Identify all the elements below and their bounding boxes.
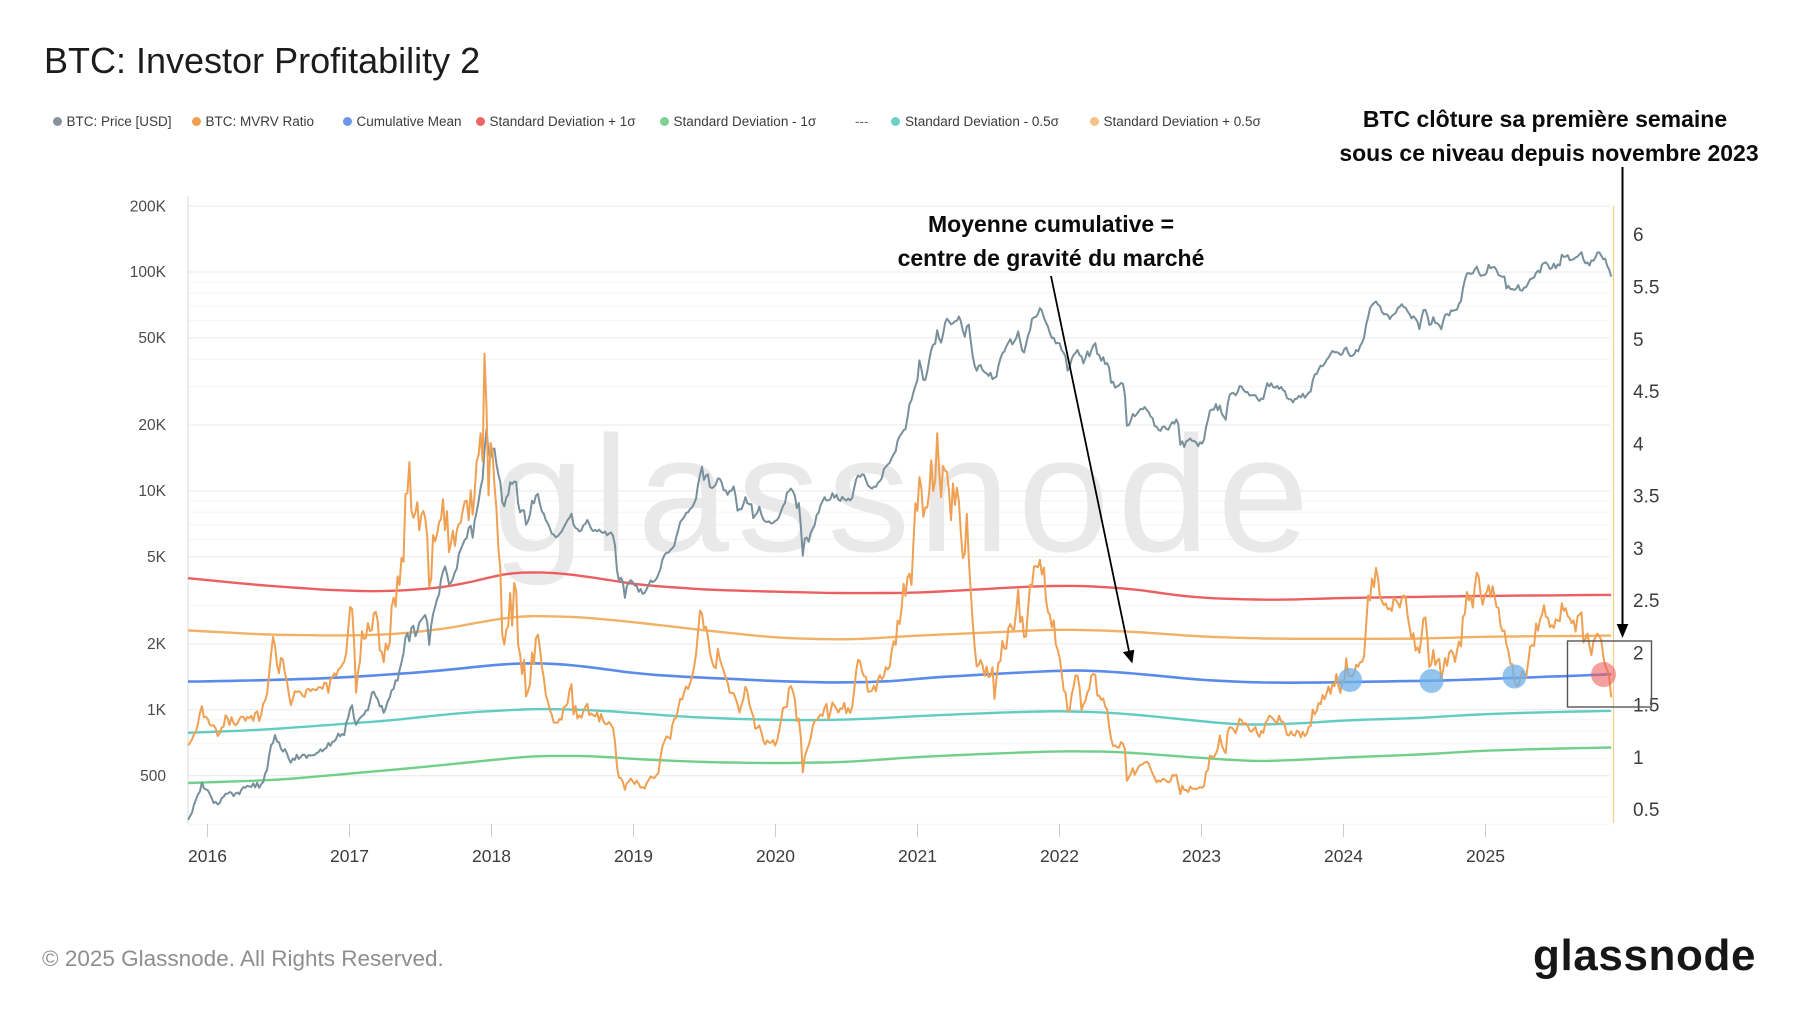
svg-text:2021: 2021 xyxy=(898,846,937,866)
svg-text:200K: 200K xyxy=(130,198,167,215)
svg-text:5.5: 5.5 xyxy=(1633,278,1659,299)
svg-text:Moyenne cumulative =: Moyenne cumulative = xyxy=(928,211,1174,237)
svg-text:5K: 5K xyxy=(147,549,167,566)
svg-text:2020: 2020 xyxy=(756,846,795,866)
svg-text:100K: 100K xyxy=(130,264,167,281)
svg-text:2018: 2018 xyxy=(472,846,511,866)
svg-text:1K: 1K xyxy=(147,702,167,719)
svg-text:3.5: 3.5 xyxy=(1633,487,1659,508)
svg-text:500: 500 xyxy=(140,768,166,785)
svg-text:2: 2 xyxy=(1633,643,1644,664)
svg-text:2024: 2024 xyxy=(1324,846,1363,866)
svg-text:3: 3 xyxy=(1633,539,1644,560)
svg-text:sous ce niveau depuis novembre: sous ce niveau depuis novembre 2023 xyxy=(1339,140,1758,166)
svg-text:6: 6 xyxy=(1633,225,1644,246)
svg-text:2025: 2025 xyxy=(1466,846,1505,866)
svg-text:2.5: 2.5 xyxy=(1633,591,1659,612)
svg-text:centre de gravité du marché: centre de gravité du marché xyxy=(898,245,1205,271)
svg-text:20K: 20K xyxy=(138,417,166,434)
svg-text:4.5: 4.5 xyxy=(1633,382,1659,403)
svg-text:0.5: 0.5 xyxy=(1633,800,1659,821)
svg-text:2023: 2023 xyxy=(1182,846,1221,866)
svg-text:10K: 10K xyxy=(138,483,166,500)
svg-text:2017: 2017 xyxy=(330,846,369,866)
svg-text:2019: 2019 xyxy=(614,846,653,866)
svg-text:2022: 2022 xyxy=(1040,846,1079,866)
svg-text:2K: 2K xyxy=(147,636,167,653)
svg-text:1: 1 xyxy=(1633,748,1644,769)
svg-text:4: 4 xyxy=(1633,434,1644,455)
svg-text:50K: 50K xyxy=(138,330,166,347)
svg-text:5: 5 xyxy=(1633,330,1644,351)
svg-text:2016: 2016 xyxy=(188,846,227,866)
svg-text:BTC clôture sa première semain: BTC clôture sa première semaine xyxy=(1363,106,1727,132)
svg-text:1.5: 1.5 xyxy=(1633,696,1659,717)
